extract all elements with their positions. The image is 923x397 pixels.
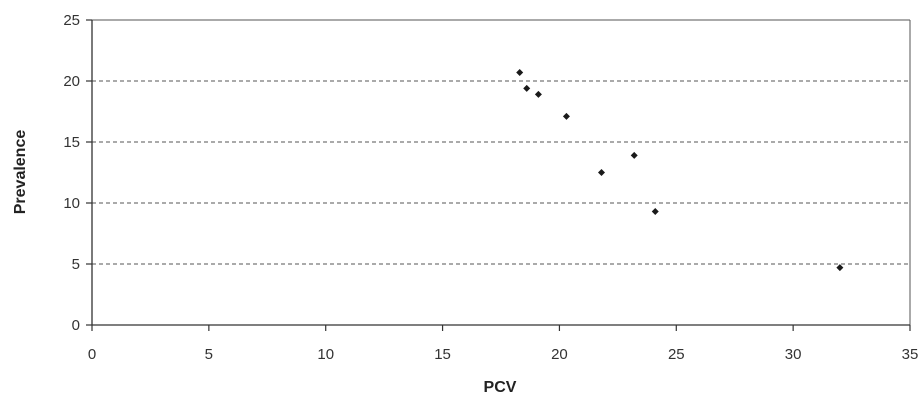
data-point [597,169,605,176]
x-tick-label: 10 [317,346,334,363]
y-tick-label: 0 [72,317,80,334]
plot-frame [91,19,911,326]
grid-lines [92,80,910,265]
x-axis-title: PCV [484,379,517,396]
y-tick-label: 15 [63,134,80,151]
y-tick-label: 25 [63,12,80,29]
data-point [516,68,524,76]
data-point [523,84,531,92]
x-axis-ticks: 0 5 10 15 20 25 30 35 [88,325,919,363]
data-points [516,68,844,272]
x-tick-label: 0 [88,346,96,363]
data-point [562,112,570,120]
x-tick-label: 35 [902,346,919,363]
y-tick-label: 20 [63,73,80,90]
x-tick-label: 30 [785,346,802,363]
data-point [651,208,659,216]
data-point [630,151,638,159]
x-tick-label: 25 [668,346,685,363]
x-tick-label: 15 [434,346,451,363]
y-axis-ticks: 0 5 10 15 20 25 [63,12,92,334]
data-point [836,264,844,272]
x-tick-label: 5 [205,346,213,363]
data-point [534,90,542,98]
x-tick-label: 20 [551,346,568,363]
y-axis-title: Prevalence [12,130,29,215]
y-tick-label: 5 [72,256,80,273]
y-tick-label: 10 [63,195,80,212]
